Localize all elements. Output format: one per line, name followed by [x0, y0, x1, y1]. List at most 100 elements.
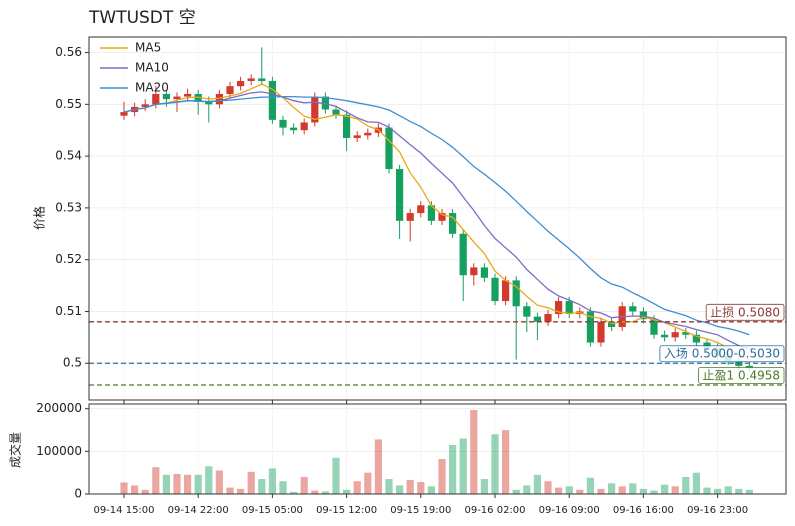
- candle-body: [502, 280, 510, 302]
- candle-body: [279, 119, 287, 128]
- volume-bar: [682, 476, 690, 494]
- level-label-box: [659, 345, 785, 363]
- x-tick-label: 09-16 02:00: [464, 505, 525, 516]
- candle-body: [184, 93, 192, 97]
- candle-body: [459, 233, 467, 276]
- candle-body: [523, 306, 531, 317]
- ma-line: [123, 95, 750, 336]
- volume-bar: [714, 488, 722, 494]
- volume-bar: [247, 471, 255, 494]
- plot-frame: [88, 36, 787, 401]
- y-tick-label: 0.54: [55, 149, 82, 163]
- volume-bar: [724, 486, 732, 494]
- candle-body: [385, 127, 393, 170]
- volume-bar: [311, 490, 319, 494]
- candle-body: [226, 86, 234, 94]
- candle-body: [152, 93, 160, 105]
- y-tick-label: 0: [74, 487, 82, 501]
- volume-bar: [438, 459, 446, 494]
- candle-body: [343, 114, 351, 138]
- candle-body: [608, 321, 616, 327]
- candle-body: [671, 332, 679, 338]
- volume-bar: [502, 430, 510, 494]
- ma-line: [123, 83, 750, 361]
- candle-body: [597, 321, 605, 343]
- candle-body: [544, 314, 552, 322]
- volume-bar: [374, 439, 382, 494]
- volume-bar: [417, 482, 425, 494]
- candle-body: [173, 96, 181, 100]
- volume-bar: [152, 467, 160, 494]
- volume-bar: [173, 473, 181, 494]
- volume-bar: [639, 488, 647, 494]
- candle-body: [491, 277, 499, 302]
- level-label: 入场 0.5000-0.5030: [664, 347, 780, 361]
- y-tick-label: 100000: [36, 444, 82, 458]
- volume-bar: [141, 489, 149, 494]
- candle-body: [417, 205, 425, 214]
- candle-body: [247, 78, 255, 82]
- volume-bar: [735, 488, 743, 494]
- candle-body: [268, 81, 276, 120]
- candle-body: [290, 127, 298, 131]
- volume-bar: [703, 487, 711, 494]
- candle-body: [692, 334, 700, 343]
- volume-bar: [512, 489, 520, 494]
- volume-bar: [533, 474, 541, 494]
- candle-body: [438, 213, 446, 221]
- volume-bar: [406, 479, 414, 494]
- legend-label: MA10: [135, 61, 169, 75]
- volume-bar: [427, 486, 435, 494]
- volume-bar: [300, 476, 308, 494]
- y-tick-label: 0.52: [55, 252, 82, 266]
- candle-body: [480, 267, 488, 278]
- volume-bar: [332, 457, 340, 494]
- volume-bar: [215, 470, 223, 494]
- volume-bar: [205, 466, 213, 494]
- candle-body: [449, 213, 457, 234]
- y-tick-label: 0.53: [55, 200, 82, 214]
- volume-bar: [268, 468, 276, 494]
- x-tick-label: 09-15 05:00: [242, 505, 303, 516]
- candle-body: [353, 135, 361, 138]
- candle-body: [396, 169, 404, 221]
- level-label-box: [698, 367, 785, 384]
- volume-bar: [353, 481, 361, 494]
- volume-bar: [258, 479, 266, 494]
- volume-bar: [491, 434, 499, 494]
- volume-bar: [650, 490, 658, 494]
- volume-bar: [745, 489, 753, 494]
- volume-bar: [544, 481, 552, 494]
- volume-bar: [120, 482, 128, 494]
- volume-axis-label: 成交量: [8, 432, 23, 468]
- candle-body: [565, 301, 573, 315]
- x-tick-label: 09-15 12:00: [316, 505, 377, 516]
- x-tick-label: 09-14 22:00: [168, 505, 229, 516]
- candle-body: [120, 112, 128, 116]
- candle-body: [162, 93, 170, 100]
- candle-body: [427, 205, 435, 221]
- volume-bar: [396, 485, 404, 494]
- volume-bar: [586, 477, 594, 494]
- volume-bar: [279, 481, 287, 494]
- level-label: 止损 0.5080: [710, 305, 780, 319]
- legend-label: MA5: [135, 41, 161, 55]
- volume-bar: [565, 486, 573, 494]
- x-tick-label: 09-16 23:00: [687, 505, 748, 516]
- volume-bar: [576, 489, 584, 494]
- y-tick-label: 0.55: [55, 97, 82, 111]
- volume-frame: [88, 403, 787, 495]
- volume-bar: [480, 479, 488, 494]
- volume-bar: [226, 487, 234, 494]
- candle-body: [661, 334, 669, 338]
- volume-bar: [131, 485, 139, 494]
- y-tick-label: 0.5: [63, 356, 82, 370]
- volume-bar: [671, 486, 679, 494]
- x-tick-label: 09-15 19:00: [390, 505, 451, 516]
- volume-bar: [162, 474, 170, 494]
- candle-body: [555, 301, 563, 315]
- candle-body: [650, 319, 658, 335]
- x-tick-label: 09-16 09:00: [539, 505, 600, 516]
- volume-bar: [629, 483, 637, 494]
